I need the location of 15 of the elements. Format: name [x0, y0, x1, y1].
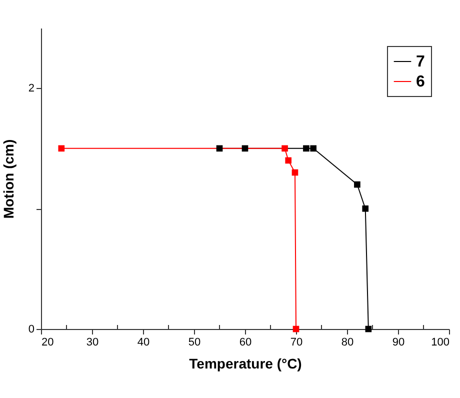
legend-label: 6	[416, 74, 425, 90]
legend-label: 7	[416, 54, 425, 70]
x-tick-label: 20	[42, 336, 54, 348]
y-axis-title: Motion (cm)	[0, 139, 16, 219]
x-tick-label: 60	[239, 336, 252, 348]
x-tick-label: 40	[137, 336, 150, 348]
x-tick-label: 80	[341, 336, 354, 348]
x-tick-label: 90	[392, 336, 405, 348]
x-tick-label: 100	[431, 336, 450, 348]
x-tick-label: 50	[188, 336, 201, 348]
x-axis-title: Temperature (°C)	[189, 356, 302, 372]
y-tick-label: 2	[28, 82, 34, 95]
x-tick-label: 70	[290, 336, 303, 348]
x-tick-label: 30	[86, 336, 99, 348]
y-tick-label: 0	[28, 324, 34, 336]
